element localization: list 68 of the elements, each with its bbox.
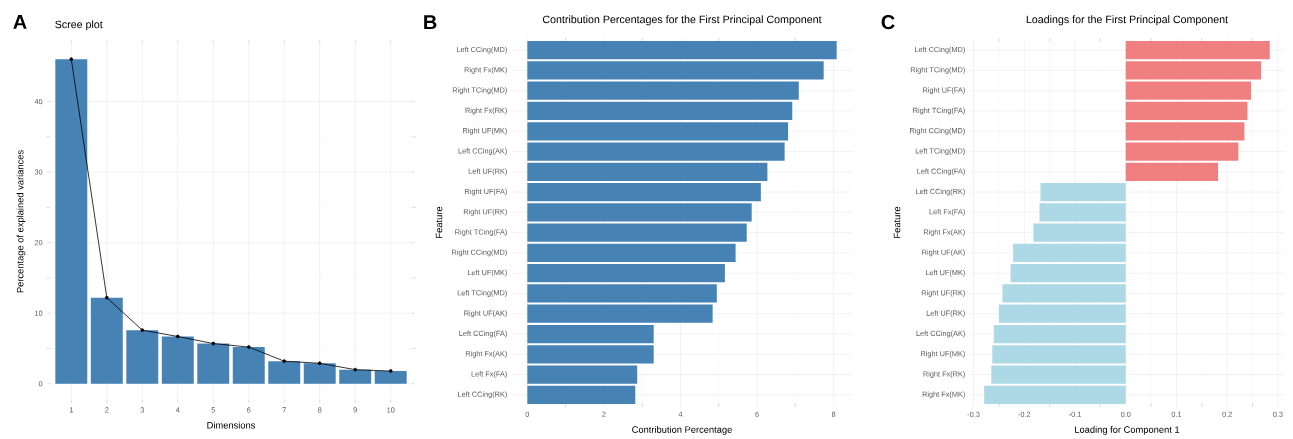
bar [1125,61,1262,80]
bar [55,59,88,384]
bar [527,101,793,121]
bar [161,336,194,384]
x-axis-title: Dimensions [207,421,256,429]
point [104,295,109,300]
bar [991,365,1126,384]
bar [232,346,265,384]
bar [527,142,785,161]
chart-title: Scree plot [55,20,103,31]
point [388,369,393,373]
point [69,57,74,61]
bar [1125,122,1245,141]
bar [126,330,159,384]
point [353,367,358,372]
point [282,359,287,363]
bar [1039,203,1126,222]
bar [992,345,1126,364]
bar [1125,40,1270,60]
bar [527,61,824,80]
bar [527,182,761,202]
text: C [881,14,895,30]
bar [984,385,1126,404]
y-axis-title: Feature [893,206,901,238]
bar [1125,81,1252,100]
x-axis-title: Loading for Component 1 [1075,425,1180,435]
point [317,361,322,366]
bar [268,361,301,384]
point [175,334,180,339]
chart-title: Contribution Percentages for the First Principal Component [542,15,822,26]
bar [1040,182,1126,202]
bar [527,203,752,222]
point [246,345,251,349]
bar [527,263,725,283]
bar [374,370,407,384]
bar [527,81,799,100]
bar [527,243,736,262]
bar [1002,284,1126,303]
bar [1033,223,1126,242]
text: A [13,14,27,29]
bar [1013,243,1126,262]
y-axis-title: Feature [435,206,443,238]
bar [527,385,636,404]
bar [527,304,713,323]
point [140,328,145,332]
chart-title: Loadings for the First Principal Component [1026,15,1228,26]
bar [1010,263,1126,283]
bar [527,223,747,242]
bar [1125,101,1248,121]
text: B [424,15,437,29]
bar [1125,142,1239,161]
y-axis-title: Percentage of explained variances [16,150,26,293]
bar [527,345,654,364]
bar [993,324,1126,344]
bar [90,297,123,384]
bar [197,343,230,384]
bar [527,324,654,344]
bar [1125,162,1219,181]
bar [339,369,372,384]
bar [527,365,638,384]
bar [998,304,1126,323]
bar [527,162,768,181]
bar [527,40,837,60]
bar [527,284,717,303]
bar [303,363,336,384]
bar [527,122,789,141]
point [211,341,216,346]
x-axis-title: Contribution Percentage [632,425,732,435]
